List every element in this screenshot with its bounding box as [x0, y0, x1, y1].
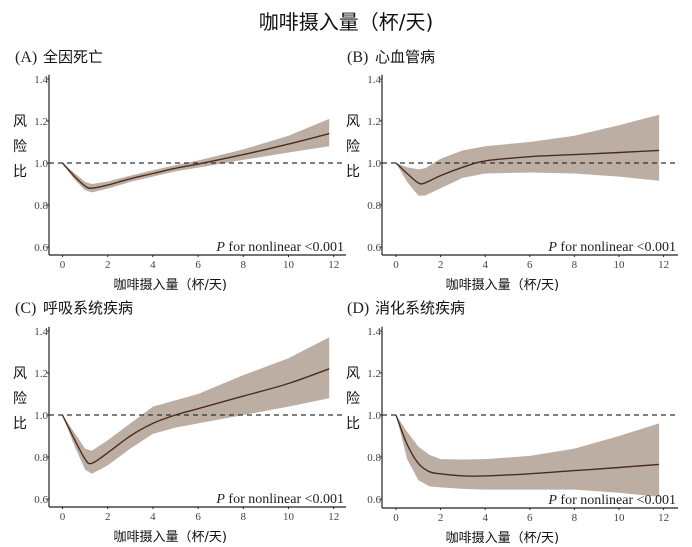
- hazard-ratio-line: [395, 149, 660, 185]
- y-axis-label-char: 风: [13, 366, 27, 382]
- x-tick-label: 2: [438, 259, 444, 271]
- y-tick-label: 0.8: [34, 452, 48, 464]
- p-value-annotation: P for nonlinear <0.001: [215, 240, 344, 255]
- figure-title: 咖啡摄入量（杯/天): [259, 10, 434, 34]
- p-symbol: P: [215, 240, 225, 255]
- x-tick-label: 6: [527, 512, 533, 524]
- y-tick-label: 1.0: [34, 410, 48, 422]
- panel-label: (A): [15, 49, 37, 66]
- x-tick-label: 8: [572, 259, 578, 271]
- y-tick-label: 1.0: [367, 158, 381, 170]
- y-tick-label: 1.4: [34, 326, 48, 338]
- x-axis-label: 咖啡摄入量（杯/天): [446, 531, 559, 546]
- p-symbol: P: [215, 492, 225, 507]
- p-symbol: P: [547, 240, 557, 255]
- y-axis-label-char: 比: [13, 164, 27, 180]
- panel-title: 心血管病: [375, 48, 435, 66]
- y-tick-label: 1.2: [34, 116, 48, 128]
- x-tick-label: 6: [527, 259, 533, 271]
- panel-title: 全因死亡: [43, 48, 103, 66]
- panel-label: (B): [347, 49, 368, 66]
- y-axis-label-char: 险: [13, 391, 27, 407]
- y-tick-label: 1.0: [34, 158, 48, 170]
- panel-a: (A) 全因死亡 0.6 0.8 1.0 1.2 1.4 0 2 4 6 8 10 12 风险比咖啡摄入量（…: [13, 48, 346, 293]
- x-tick-label: 12: [658, 259, 669, 271]
- y-tick-label: 0.6: [34, 242, 48, 254]
- x-tick-label: 2: [105, 511, 111, 523]
- y-axis-label-char: 风: [13, 114, 27, 130]
- panel-label: (C): [15, 300, 36, 317]
- x-tick-label: 0: [393, 259, 399, 271]
- y-axis-label-char: 险: [346, 139, 360, 155]
- x-tick-label: 8: [572, 512, 578, 524]
- x-axis-label: 咖啡摄入量（杯/天): [446, 278, 559, 293]
- y-tick-label: 0.6: [367, 242, 381, 254]
- x-tick-label: 8: [241, 511, 247, 523]
- x-tick-label: 4: [150, 259, 156, 271]
- x-axis-label: 咖啡摄入量（杯/天): [113, 278, 226, 293]
- panel-label: (D): [347, 300, 369, 317]
- y-tick-label: 0.6: [34, 494, 48, 506]
- y-tick-label: 0.8: [367, 200, 381, 212]
- y-tick-label: 1.0: [367, 410, 381, 422]
- x-tick-label: 12: [328, 259, 339, 271]
- p-value-annotation: P for nonlinear <0.001: [215, 492, 344, 507]
- y-tick-label: 1.2: [367, 116, 381, 128]
- y-tick-label: 1.4: [34, 74, 48, 86]
- x-tick-label: 2: [105, 259, 111, 271]
- x-tick-label: 10: [283, 259, 295, 271]
- confidence-band: [62, 118, 330, 193]
- y-axis-label-char: 风: [346, 366, 360, 382]
- p-text: for nonlinear <0.001: [225, 240, 344, 255]
- y-axis-label-char: 险: [346, 391, 360, 407]
- p-value-annotation: P for nonlinear <0.001: [547, 240, 676, 255]
- y-axis-label-char: 比: [13, 416, 27, 432]
- x-tick-label: 6: [195, 511, 201, 523]
- y-tick-label: 1.4: [367, 326, 381, 338]
- x-tick-label: 10: [614, 259, 626, 271]
- x-tick-label: 2: [438, 512, 444, 524]
- hazard-ratio-line: [395, 414, 660, 477]
- x-tick-label: 12: [328, 511, 339, 523]
- y-axis-label-char: 比: [346, 416, 360, 432]
- y-tick-label: 1.2: [367, 368, 381, 380]
- p-text: for nonlinear <0.001: [557, 493, 676, 508]
- x-tick-label: 10: [283, 511, 295, 523]
- panel-b: (B) 心血管病 0.6 0.8 1.0 1.2 1.4 0 2 4 6 8 10 12 风险比咖啡摄入量（…: [346, 48, 678, 293]
- y-tick-label: 0.6: [367, 494, 381, 506]
- x-tick-label: 0: [60, 259, 66, 271]
- p-text: for nonlinear <0.001: [557, 240, 676, 255]
- x-tick-label: 4: [150, 511, 156, 523]
- p-symbol: P: [547, 493, 557, 508]
- y-tick-label: 0.8: [367, 452, 381, 464]
- x-tick-label: 0: [393, 512, 399, 524]
- x-tick-label: 10: [614, 512, 626, 524]
- x-tick-label: 8: [241, 259, 247, 271]
- x-tick-label: 0: [60, 511, 66, 523]
- p-text: for nonlinear <0.001: [225, 492, 344, 507]
- panel-d: (D) 消化系统疾病 0.6 0.8 1.0 1.2 1.4 0 2 4 6 8 10 12 风险比咖啡摄入…: [346, 299, 678, 546]
- y-axis-label-char: 风: [346, 114, 360, 130]
- panel-title: 消化系统疾病: [375, 299, 465, 317]
- x-tick-label: 4: [482, 512, 488, 524]
- y-tick-label: 0.8: [34, 200, 48, 212]
- y-tick-label: 1.2: [34, 368, 48, 380]
- y-tick-label: 1.4: [367, 74, 381, 86]
- hazard-ratio-line: [61, 368, 330, 465]
- p-value-annotation: P for nonlinear <0.001: [547, 493, 676, 508]
- hazard-ratio-line: [61, 132, 330, 189]
- x-tick-label: 6: [195, 259, 201, 271]
- y-axis-label-char: 比: [346, 164, 360, 180]
- confidence-band: [396, 415, 660, 497]
- x-tick-label: 12: [658, 512, 669, 524]
- panel-c: (C) 呼吸系统疾病 0.6 0.8 1.0 1.2 1.4 0 2 4 6 8 10 12 风险比咖啡摄入…: [13, 299, 346, 545]
- confidence-band: [62, 337, 330, 474]
- panel-title: 呼吸系统疾病: [43, 299, 133, 317]
- confidence-band: [396, 114, 660, 196]
- x-tick-label: 4: [482, 259, 488, 271]
- y-axis-label-char: 险: [13, 139, 27, 155]
- x-axis-label: 咖啡摄入量（杯/天): [113, 530, 226, 545]
